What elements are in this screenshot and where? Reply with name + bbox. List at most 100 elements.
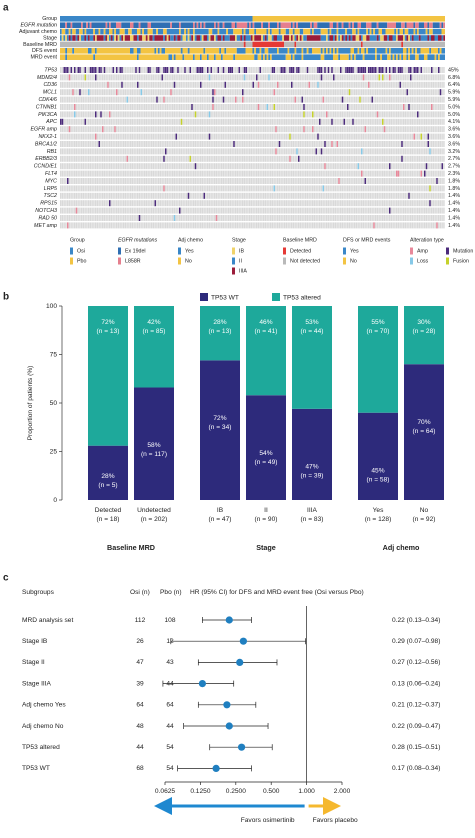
annotation-track bbox=[194, 28, 209, 35]
annotation-track bbox=[226, 48, 237, 54]
hr-label: 0.21 (0.12–0.37) bbox=[392, 702, 440, 709]
alteration bbox=[348, 67, 351, 73]
annotation-track bbox=[88, 22, 90, 28]
annotation-track bbox=[352, 28, 356, 35]
gene-label: MET amp bbox=[34, 223, 57, 229]
annotation-track bbox=[329, 48, 332, 54]
gene-label: MCL1 bbox=[43, 90, 57, 96]
alteration bbox=[95, 133, 97, 140]
annotation-track bbox=[427, 28, 430, 35]
alteration bbox=[74, 67, 76, 73]
alteration bbox=[406, 89, 408, 96]
alteration bbox=[399, 81, 401, 88]
gene-percent: 5.9% bbox=[448, 90, 460, 96]
x-tick-label: Yes bbox=[373, 507, 384, 514]
annotation-track bbox=[261, 35, 263, 41]
alteration bbox=[315, 148, 317, 155]
alteration bbox=[208, 133, 211, 140]
annotation-track bbox=[350, 22, 353, 28]
annotation-track bbox=[431, 35, 435, 41]
annotation-track bbox=[292, 54, 295, 60]
alteration bbox=[298, 67, 300, 73]
annotation-track bbox=[418, 54, 424, 60]
gene-label: RPS15 bbox=[40, 201, 57, 207]
legend-label: Detected bbox=[290, 248, 311, 254]
alteration bbox=[317, 133, 319, 140]
x-tick-label: 0.500 bbox=[263, 788, 280, 795]
alteration bbox=[135, 67, 137, 73]
annotation-track bbox=[91, 22, 106, 28]
alteration bbox=[431, 104, 433, 110]
annotation-track bbox=[152, 35, 155, 41]
annotation-track bbox=[61, 35, 64, 41]
annotation-track bbox=[361, 48, 365, 54]
annotation-track bbox=[156, 48, 158, 54]
alteration bbox=[410, 74, 412, 81]
annotation-track bbox=[201, 22, 204, 28]
annotation-track bbox=[396, 22, 402, 28]
annotation-track bbox=[350, 35, 353, 41]
value-n-label: (n = 117) bbox=[141, 451, 167, 458]
alteration bbox=[322, 185, 324, 192]
annotation-track bbox=[158, 48, 160, 54]
annotation-track bbox=[284, 35, 290, 41]
alteration bbox=[126, 155, 128, 162]
legend-swatch bbox=[232, 267, 235, 275]
annotation-track bbox=[392, 35, 396, 41]
alteration bbox=[67, 67, 69, 73]
annotation-track bbox=[347, 28, 353, 35]
annotation-track bbox=[413, 48, 416, 54]
annotation-track bbox=[287, 48, 290, 54]
annotation-track bbox=[166, 28, 179, 35]
annotation-track bbox=[254, 28, 256, 35]
annotation-track bbox=[263, 35, 265, 41]
osi-n: 68 bbox=[136, 765, 144, 772]
alteration bbox=[348, 89, 351, 96]
alteration bbox=[429, 148, 431, 155]
annotation-track bbox=[138, 54, 169, 60]
annotation-track bbox=[406, 48, 409, 54]
alteration bbox=[427, 133, 429, 140]
alteration bbox=[273, 67, 275, 73]
gene-percent: 3.6% bbox=[448, 127, 460, 133]
value-label: 53% bbox=[305, 319, 318, 326]
annotation-track bbox=[180, 22, 193, 28]
annotation-track bbox=[203, 22, 206, 28]
annotation-track bbox=[116, 28, 120, 35]
alteration bbox=[308, 81, 310, 88]
alteration bbox=[116, 67, 118, 73]
alteration bbox=[338, 178, 340, 184]
alteration bbox=[98, 141, 100, 147]
annotation-track bbox=[355, 28, 358, 35]
alteration bbox=[291, 81, 293, 88]
annotation-track bbox=[72, 35, 76, 41]
alteration bbox=[413, 67, 415, 73]
gene-row-background bbox=[60, 111, 445, 118]
alteration bbox=[163, 96, 165, 103]
x-tick-label: 0.2500 bbox=[226, 788, 247, 795]
gene-label: NOTCH3 bbox=[35, 208, 57, 214]
annotation-track bbox=[378, 28, 382, 35]
annotation-track bbox=[257, 54, 262, 60]
value-label: 55% bbox=[371, 319, 384, 326]
annotation-track bbox=[327, 28, 330, 35]
alteration bbox=[373, 222, 375, 229]
annotation-track bbox=[242, 35, 244, 41]
pbo-n: 108 bbox=[164, 617, 175, 624]
annotation-track bbox=[338, 35, 340, 41]
gene-percent: 3.6% bbox=[448, 134, 460, 140]
annotation-track bbox=[187, 35, 190, 41]
bar-segment bbox=[292, 306, 332, 409]
annotation-track bbox=[383, 35, 388, 41]
legend-label: II bbox=[239, 258, 242, 264]
bar-segment bbox=[134, 387, 174, 500]
gene-percent: 6.8% bbox=[448, 75, 460, 81]
annotation-track bbox=[364, 54, 375, 60]
annotation-track bbox=[404, 22, 407, 28]
legend-swatch bbox=[343, 257, 346, 265]
annotation-track bbox=[88, 48, 92, 54]
x-tick-label: 0.0625 bbox=[155, 788, 176, 795]
alteration bbox=[441, 163, 443, 170]
annotation-track bbox=[429, 22, 433, 28]
annotation-track bbox=[361, 41, 363, 48]
